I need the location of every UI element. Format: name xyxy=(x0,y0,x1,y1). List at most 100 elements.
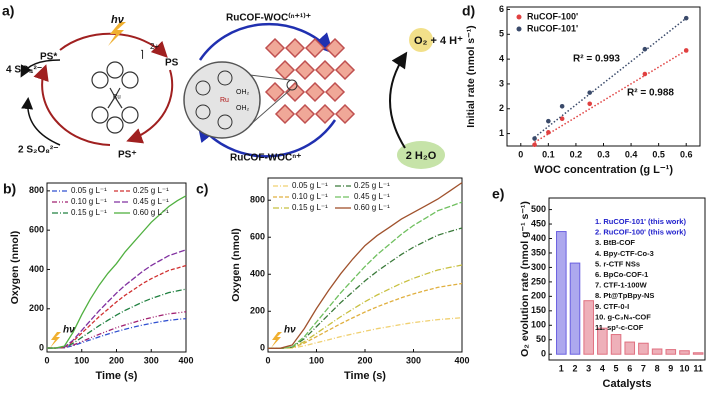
y-axis-label: Oxygen (nmol) xyxy=(9,231,21,305)
x-tick-label: 10 xyxy=(679,363,689,373)
plot-frame xyxy=(548,197,706,361)
lattice xyxy=(264,37,356,125)
legend-marker xyxy=(516,26,522,32)
point xyxy=(559,116,565,121)
panel-label: d) xyxy=(462,3,475,19)
y-tick-label: 450 xyxy=(531,218,546,228)
bar xyxy=(597,327,608,355)
legend-label: 0.60 g L⁻¹ xyxy=(354,203,390,212)
y-tick-label: 200 xyxy=(29,303,44,313)
y-tick-label: 250 xyxy=(531,276,546,286)
y-tick-label: 350 xyxy=(531,247,546,257)
scheme: a) ⌉ hν 2+ Ru PS* PS 4 SO₄²⁻ 2 S₂O₈²⁻ PS… xyxy=(2,3,463,169)
y-tick-label: 800 xyxy=(29,185,44,195)
catalyst-note: 7. CTF-1-100W xyxy=(595,281,648,290)
hv-label: hν xyxy=(111,14,125,26)
state-label: RuCOF-WOC⁽ⁿ⁺¹⁾⁺ xyxy=(226,13,311,24)
light-icon xyxy=(50,332,61,348)
bar xyxy=(610,334,622,355)
x-tick-label: 200 xyxy=(109,355,124,365)
reactant-ellipse xyxy=(397,141,445,169)
x-axis-label: WOC concentration (g L⁻¹) xyxy=(534,164,673,176)
series-line xyxy=(47,249,187,349)
x-tick-label: 1 xyxy=(559,363,564,373)
annotation: R² = 0.993 xyxy=(573,54,620,65)
catalyst-note: 1. RuCOF-101' (this work) xyxy=(595,217,686,226)
reactant-label: 2 H₂O xyxy=(406,150,437,162)
x-tick-label: 2 xyxy=(572,363,577,373)
reagent-label: 4 SO₄²⁻ xyxy=(6,65,42,76)
state-label: RuCOF-WOCⁿ⁺ xyxy=(230,153,301,164)
y-tick-label: 500 xyxy=(531,204,546,214)
y-tick-label: 800 xyxy=(250,195,265,205)
ru-label: Ru xyxy=(220,97,229,104)
y-tick-label: 400 xyxy=(29,264,44,274)
trend-line xyxy=(534,17,687,138)
cycle-arrow xyxy=(126,69,174,144)
state-label: PS* xyxy=(40,52,57,63)
lattice-cell xyxy=(294,103,316,125)
legend-label: 0.10 g L⁻¹ xyxy=(292,192,328,201)
complex xyxy=(91,61,139,134)
legend-label: 0.15 g L⁻¹ xyxy=(71,208,107,217)
woc-structure xyxy=(195,70,233,130)
catalyst-note: 2. RuCOF-100' (this work) xyxy=(595,228,686,237)
lattice-cell xyxy=(314,103,336,125)
panel-label: c) xyxy=(196,181,208,197)
zoom-spot xyxy=(286,79,298,91)
y-axis-label: Oxygen (nmol) xyxy=(230,228,242,302)
bar xyxy=(665,349,677,355)
lattice-cell xyxy=(264,81,286,103)
y-tick-label: 100 xyxy=(531,320,546,330)
x-tick-label: 400 xyxy=(454,355,469,365)
y-tick-label: 0 xyxy=(541,349,546,359)
point xyxy=(559,103,565,109)
ligand-label: OH₂ xyxy=(236,89,250,96)
x-tick-label: 9 xyxy=(668,363,673,373)
product-label: O₂ + 4 H⁺ xyxy=(414,35,463,47)
series-line xyxy=(268,264,463,349)
lattice-cell xyxy=(274,59,296,81)
bar xyxy=(556,231,567,355)
reagent-label: 2 S₂O₈²⁻ xyxy=(18,145,59,156)
series-line xyxy=(268,282,463,349)
x-tick-label: 4 xyxy=(600,363,605,373)
point xyxy=(532,136,537,141)
lattice-cell xyxy=(284,37,306,59)
cycle-arrow xyxy=(198,22,334,61)
x-axis-label: Time (s) xyxy=(344,370,386,382)
catalyst-note: 11. sp²-c-COF xyxy=(595,323,644,332)
x-axis-label: Catalysts xyxy=(603,378,652,390)
lattice-cell xyxy=(304,81,326,103)
charge-label: 2+ xyxy=(150,42,159,51)
legend-label: 0.60 g L⁻¹ xyxy=(133,208,169,217)
y-axis-label: Initial rate (nmol s⁻¹) xyxy=(465,25,477,127)
x-tick-label: 100 xyxy=(74,355,89,365)
y-tick-label: 2 xyxy=(499,103,504,113)
bar xyxy=(679,350,690,355)
x-tick-label: 0 xyxy=(518,149,523,159)
lattice-cell xyxy=(324,81,346,103)
y-tick-label: 400 xyxy=(250,269,265,279)
x-axis-label: Time (s) xyxy=(96,370,138,382)
x-tick-label: 0.3 xyxy=(597,149,610,159)
legend-label: 0.15 g L⁻¹ xyxy=(292,203,328,212)
legend-label: RuCOF-100' xyxy=(527,11,578,21)
x-tick-label: 0 xyxy=(44,355,49,365)
lattice-cell xyxy=(334,59,356,81)
bar xyxy=(624,341,636,355)
legend-label: 0.25 g L⁻¹ xyxy=(354,181,390,190)
series-line xyxy=(268,227,463,349)
light-icon xyxy=(271,332,282,348)
state-label: PS⁺ xyxy=(118,150,137,161)
light-icon xyxy=(108,22,126,46)
side-arrow xyxy=(20,59,61,78)
y-tick-label: 300 xyxy=(531,262,546,272)
catalyst-note: 4. Bpy-CTF-Co-3 xyxy=(595,249,654,258)
x-tick-label: 6 xyxy=(627,363,632,373)
state-label: PS xyxy=(165,58,179,69)
annotation: R² = 0.988 xyxy=(627,88,674,99)
point xyxy=(546,118,551,124)
point xyxy=(683,48,689,53)
